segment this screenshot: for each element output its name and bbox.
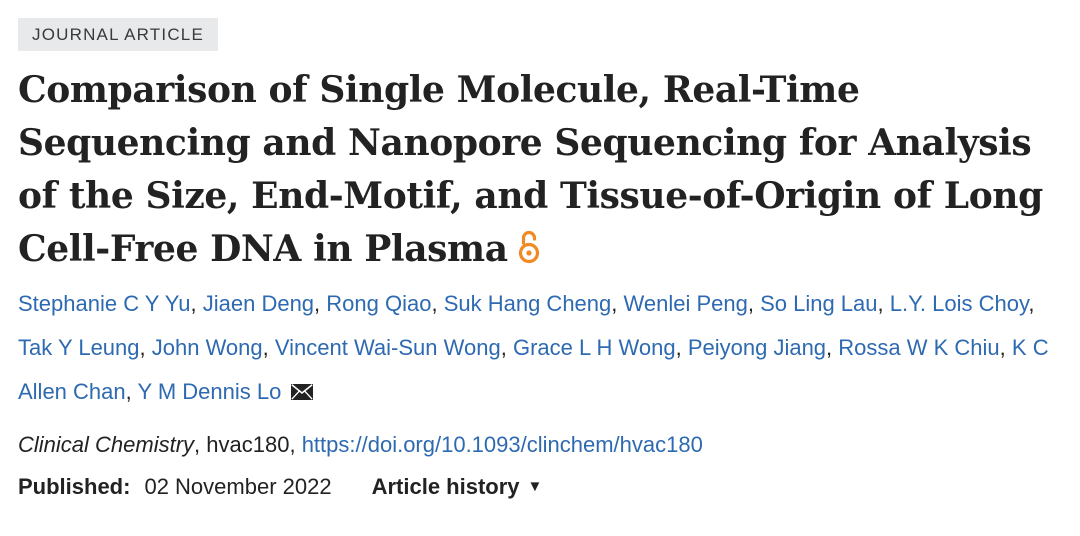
article-history-label: Article history [371, 474, 520, 499]
author-link[interactable]: Tak Y Leung [18, 335, 140, 360]
open-access-lock-icon [518, 227, 540, 264]
article-title: Comparison of Single Molecule, Real-Time… [18, 64, 1068, 276]
author-separator: , [826, 335, 839, 360]
journal-name: Clinical Chemistry [18, 432, 195, 457]
author-link[interactable]: So Ling Lau [760, 291, 878, 316]
author-link[interactable]: Wenlei Peng [623, 291, 748, 316]
author-link[interactable]: Rossa W K Chiu [838, 335, 1000, 360]
author-separator: , [747, 291, 761, 316]
article-id: , hvac180, [194, 432, 302, 457]
author-separator: , [611, 291, 624, 316]
author-separator: , [431, 291, 444, 316]
author-link[interactable]: L.Y. Lois Choy [889, 291, 1029, 316]
author-link[interactable]: Rong Qiao [326, 291, 432, 316]
author-separator: , [125, 379, 138, 404]
author-link[interactable]: Grace L H Wong [512, 335, 676, 360]
author-link[interactable]: Suk Hang Cheng [443, 291, 612, 316]
article-header: JOURNAL ARTICLE Comparison of Single Mol… [18, 18, 1068, 502]
citation-line: Clinical Chemistry, hvac180, https://doi… [18, 430, 1068, 460]
publication-row: Published: 02 November 2022 Article hist… [18, 472, 1068, 502]
author-separator: , [314, 291, 327, 316]
author-separator: , [500, 335, 513, 360]
author-link[interactable]: Peiyong Jiang [687, 335, 827, 360]
article-history-toggle[interactable]: Article history ▼ [372, 472, 543, 502]
envelope-icon[interactable] [291, 371, 314, 400]
author-list: Stephanie C Y Yu, Jiaen Deng, Rong Qiao,… [18, 282, 1058, 414]
author-separator: , [877, 291, 890, 316]
author-separator: , [999, 335, 1012, 360]
author-link[interactable]: Jiaen Deng [202, 291, 315, 316]
author-link[interactable]: K C Allen Chan [18, 335, 1049, 404]
doi-link[interactable]: https://doi.org/10.1093/clinchem/hvac180 [301, 432, 703, 457]
article-type-badge: JOURNAL ARTICLE [18, 18, 218, 51]
author-separator: , [262, 335, 275, 360]
author-link[interactable]: John Wong [151, 335, 263, 360]
author-link[interactable]: Vincent Wai-Sun Wong [274, 335, 501, 360]
published-date: 02 November 2022 [144, 474, 332, 499]
caret-down-icon: ▼ [527, 478, 543, 495]
author-separator: , [139, 335, 152, 360]
published-label: Published: [18, 474, 131, 499]
article-title-text: Comparison of Single Molecule, Real-Time… [18, 69, 1043, 270]
author-separator: , [190, 291, 203, 316]
author-separator: , [1028, 291, 1035, 316]
author-separator: , [675, 335, 688, 360]
author-link[interactable]: Y M Dennis Lo [137, 379, 282, 404]
author-link[interactable]: Stephanie C Y Yu [18, 291, 191, 316]
